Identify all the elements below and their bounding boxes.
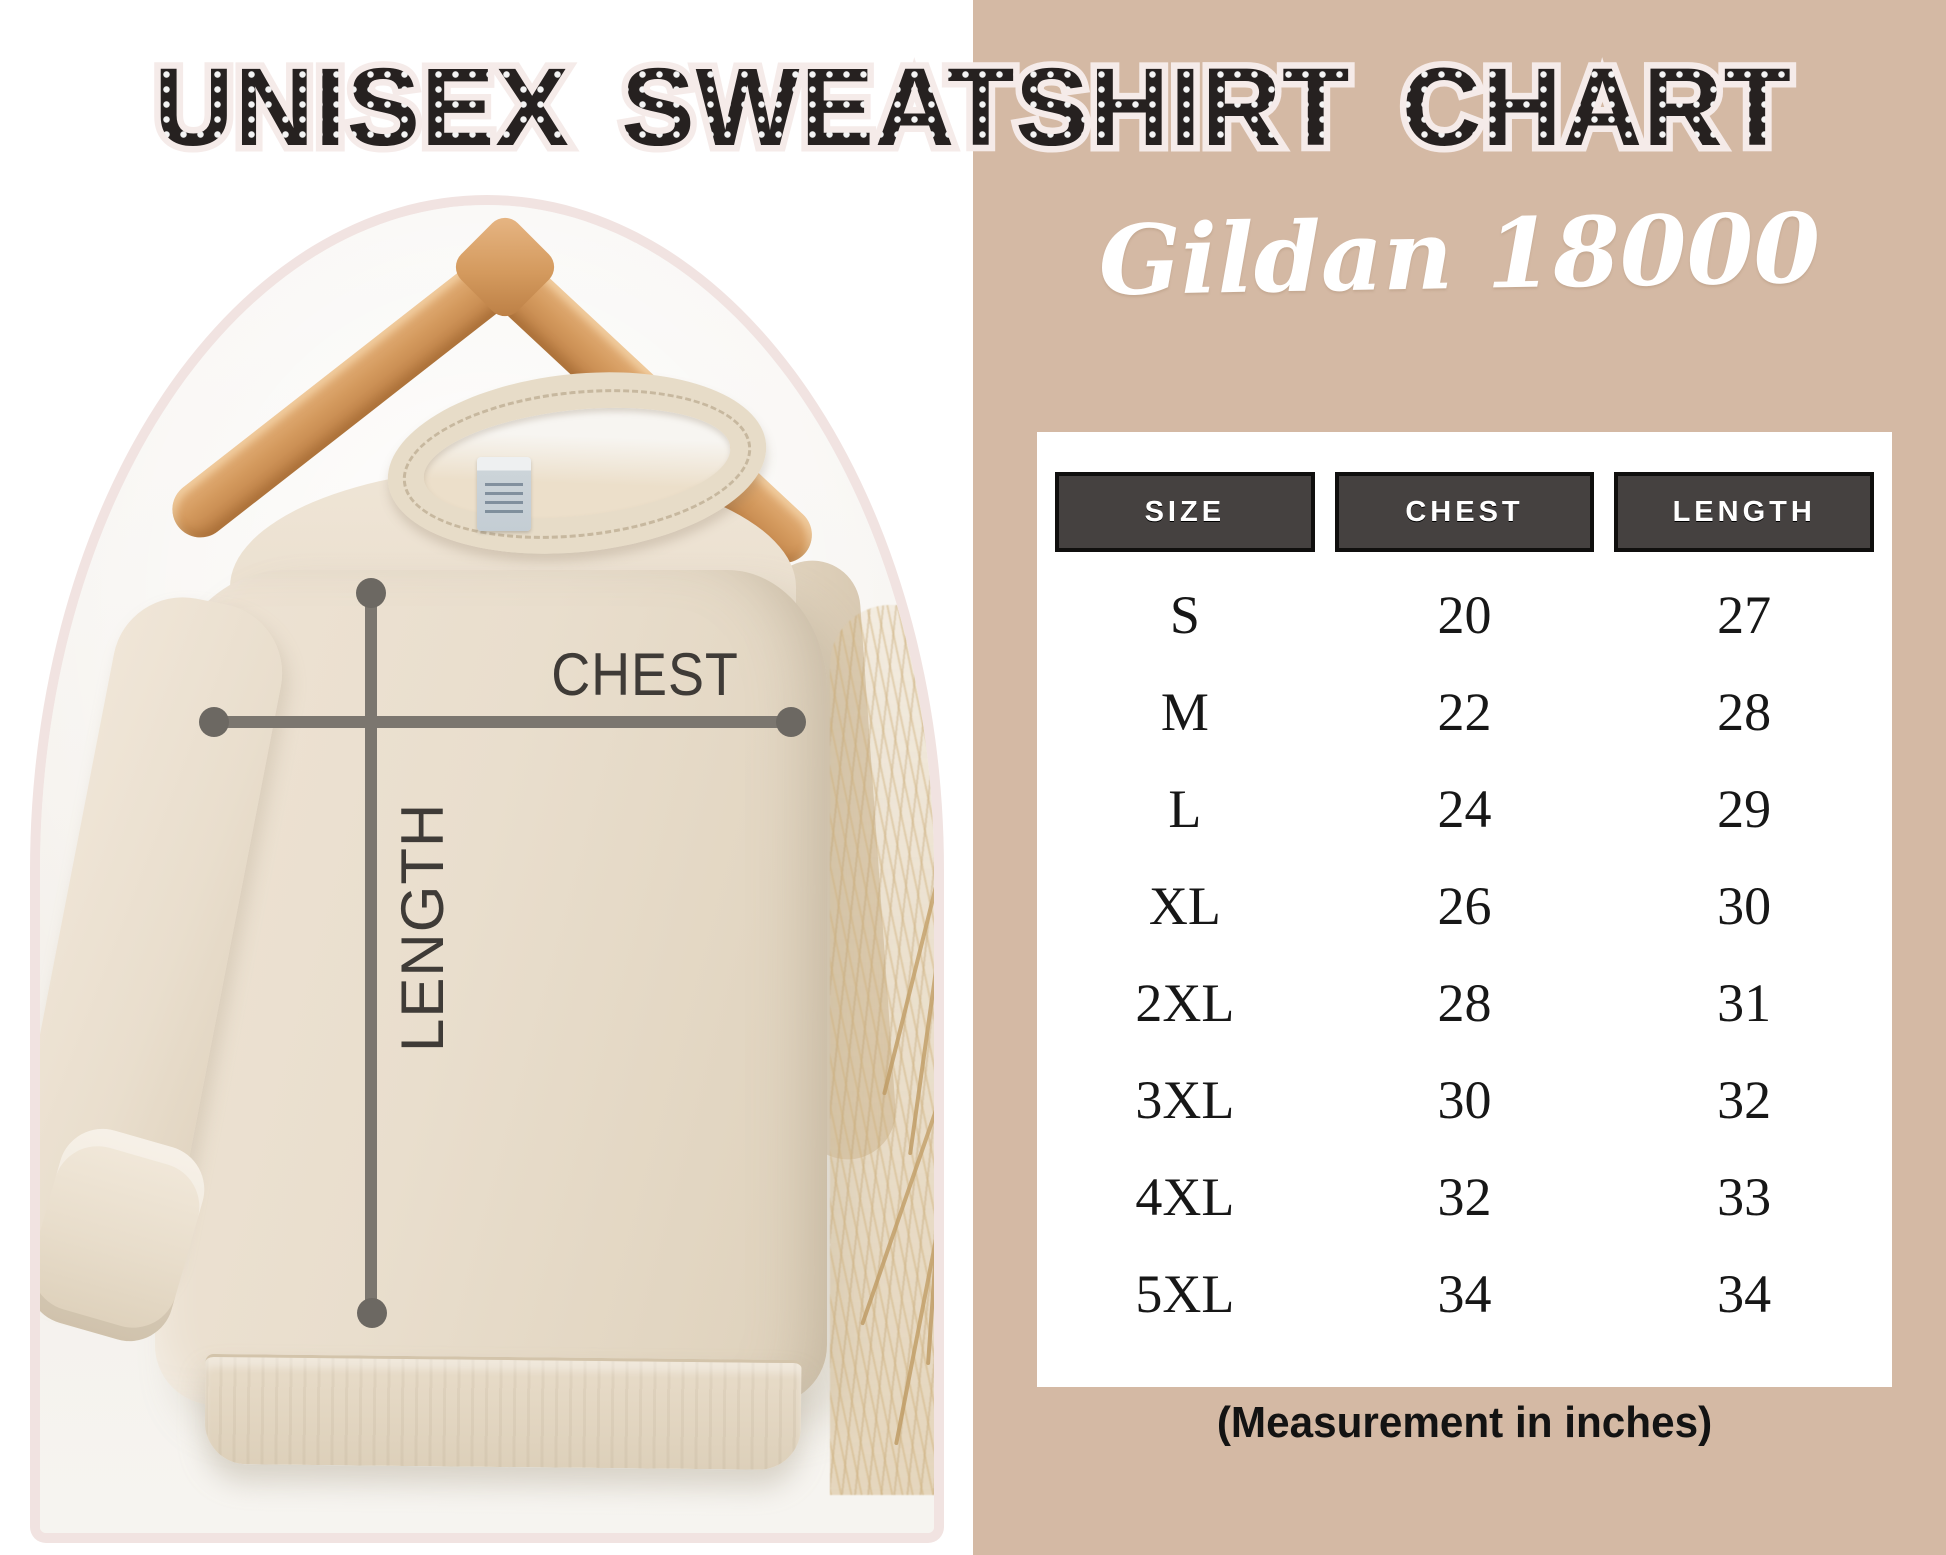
page-title-outline: UNISEX SWEATSHIRT CHART (0, 28, 1946, 188)
product-subtitle: Gildan 18000 (1097, 191, 1822, 318)
size-value: 2XL (1135, 972, 1235, 1033)
size-value: 4XL (1135, 1166, 1235, 1227)
length-line-top-dot (356, 578, 386, 608)
chest-value: 28 (1437, 972, 1492, 1033)
length-value: 33 (1717, 1166, 1772, 1227)
table-header-row: SIZE CHEST LENGTH (1037, 432, 1892, 552)
gildan-neck-tag (477, 457, 531, 531)
chest-measure-line (214, 716, 791, 728)
photo-inner (40, 205, 934, 1533)
length-value: 28 (1717, 681, 1772, 742)
table-row: 5XL 34 34 (1055, 1245, 1874, 1342)
chest-label: CHEST (551, 641, 739, 708)
table-row: S 20 27 (1055, 566, 1874, 663)
table-row: 4XL 32 33 (1055, 1148, 1874, 1245)
size-value: L (1168, 778, 1202, 839)
size-value: XL (1148, 875, 1221, 936)
length-value: 31 (1717, 972, 1772, 1033)
header-chest: CHEST (1334, 472, 1595, 552)
length-label: LENGTH (389, 802, 456, 1052)
size-value: 5XL (1135, 1263, 1235, 1324)
sweatshirt-waistband (204, 1353, 802, 1471)
length-value: 30 (1717, 875, 1772, 936)
length-value: 34 (1717, 1263, 1772, 1324)
chest-value: 20 (1437, 584, 1492, 645)
header-size: SIZE (1055, 472, 1315, 552)
length-line-bottom-dot (357, 1298, 387, 1328)
chest-value: 34 (1437, 1263, 1492, 1324)
length-value: 32 (1717, 1069, 1772, 1130)
length-value: 27 (1717, 584, 1772, 645)
size-value: M (1160, 681, 1209, 742)
header-length: LENGTH (1614, 472, 1875, 552)
chest-value: 22 (1437, 681, 1492, 742)
chest-value: 26 (1437, 875, 1492, 936)
page-title: UNISEX SWEATSHIRT CHART UNISEX SWEATSHIR… (0, 28, 1946, 198)
chest-line-right-dot (776, 707, 806, 737)
table-row: XL 26 30 (1055, 857, 1874, 954)
table-row: 3XL 30 32 (1055, 1051, 1874, 1148)
page-title-text: UNISEX SWEATSHIRT CHART (154, 46, 1792, 169)
table-row: 2XL 28 31 (1055, 954, 1874, 1051)
chest-value: 24 (1437, 778, 1492, 839)
size-table-card: SIZE CHEST LENGTH S 20 27 M 22 28 L 24 2… (1037, 432, 1892, 1387)
length-measure-line (365, 593, 377, 1313)
size-value: 3XL (1135, 1069, 1235, 1130)
table-row: M 22 28 (1055, 663, 1874, 760)
chest-line-left-dot (199, 707, 229, 737)
size-value: S (1169, 584, 1200, 645)
measurement-note: (Measurement in inches) (1216, 1398, 1713, 1447)
chest-value: 30 (1437, 1069, 1492, 1130)
chest-value: 32 (1437, 1166, 1492, 1227)
length-value: 29 (1717, 778, 1772, 839)
sweatshirt-photo-arch (30, 195, 944, 1543)
table-body: S 20 27 M 22 28 L 24 29 XL 26 30 2XL 28 … (1037, 552, 1892, 1342)
table-row: L 24 29 (1055, 760, 1874, 857)
